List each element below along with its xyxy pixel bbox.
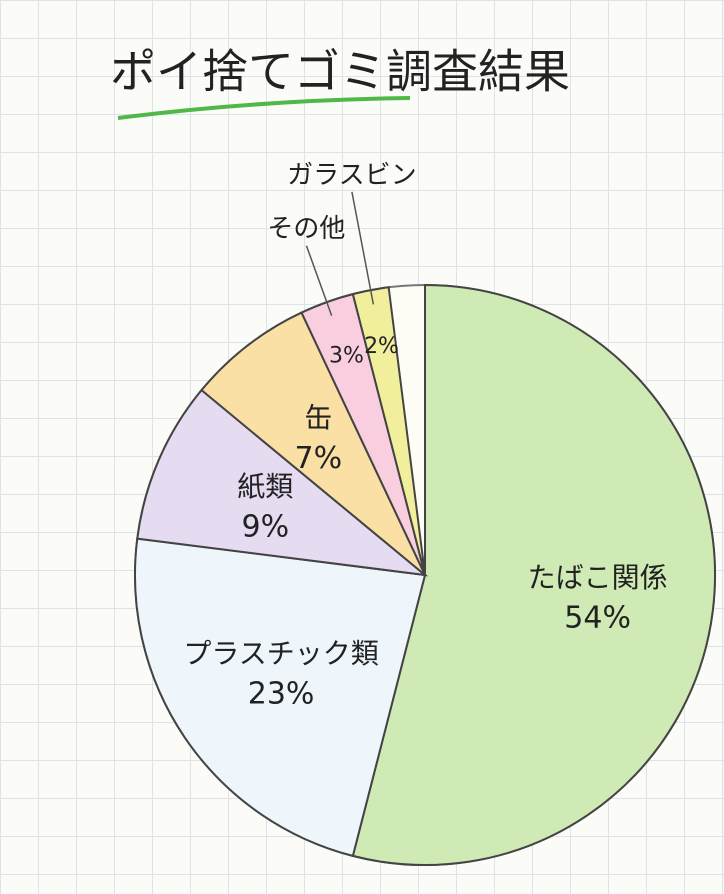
pie-slice <box>134 537 427 858</box>
slice-label: たばこ関係 <box>528 561 668 594</box>
pie-slice <box>136 388 429 577</box>
slice-label: その他 <box>267 214 345 244</box>
slice-label: ガラスビン <box>287 160 416 190</box>
slice-value: 54% <box>564 600 631 635</box>
slice-value: 7% <box>295 441 343 476</box>
title-underline <box>117 96 411 120</box>
leader-line <box>305 245 333 317</box>
slice-value: 9% <box>242 509 290 544</box>
slice-value: 23% <box>248 676 315 711</box>
pie-slice <box>200 311 426 576</box>
slice-value: 3% <box>329 344 364 369</box>
leader-line <box>351 191 375 305</box>
slice-value: 2% <box>364 334 399 359</box>
slice-label: 紙類 <box>237 470 293 503</box>
pie-slice <box>351 283 716 866</box>
chart-title: ポイ捨てゴミ調査結果 <box>110 45 570 99</box>
slice-label: プラスチック類 <box>183 637 378 670</box>
slice-label: 缶 <box>304 402 332 435</box>
